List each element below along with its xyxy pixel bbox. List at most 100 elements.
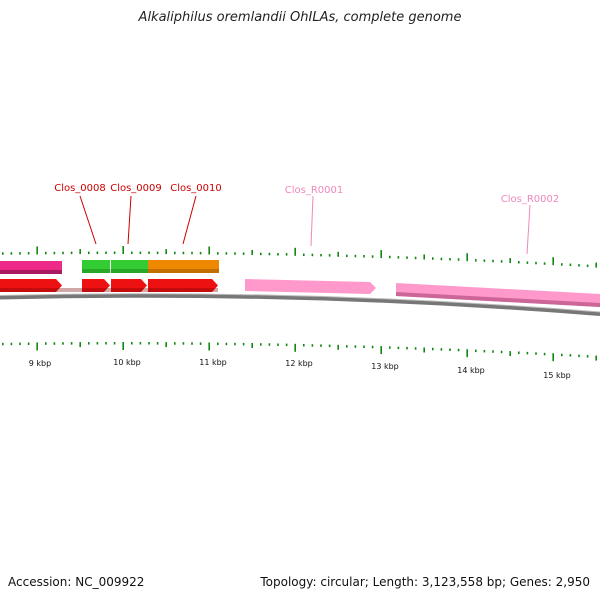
gc-tick	[320, 344, 322, 347]
leader-clos-r0001	[310, 195, 314, 247]
gc-tick	[208, 342, 210, 351]
gc-tick	[113, 251, 116, 254]
gc-tick	[406, 256, 408, 259]
gc-tick	[311, 253, 314, 257]
gc-tick	[79, 342, 81, 348]
gc-tick	[371, 345, 374, 349]
gc-tick	[363, 255, 365, 258]
gc-tick	[337, 251, 339, 257]
gc-tick	[19, 252, 21, 255]
gc-tick	[578, 264, 580, 267]
gc-tick	[139, 342, 142, 345]
gc-tick	[569, 263, 572, 267]
gc-tick	[285, 343, 288, 347]
orange-feature	[148, 260, 219, 273]
label-leaders	[79, 195, 531, 255]
gc-tick	[337, 344, 339, 350]
gc-tick	[268, 252, 271, 256]
gc-tick	[277, 343, 279, 346]
scale-label: 9 kbp	[29, 359, 51, 368]
gc-tick	[242, 252, 245, 255]
genome-summary: Topology: circular; Length: 3,123,558 bp…	[260, 575, 590, 589]
gc-tick	[268, 343, 271, 346]
gc-tick	[208, 246, 210, 255]
gc-tick	[569, 354, 572, 357]
gc-tick	[88, 251, 90, 255]
scale-label: 14 kbp	[457, 366, 485, 375]
gc-tick	[561, 263, 563, 266]
gc-tick	[113, 342, 116, 345]
gc-tick	[380, 250, 382, 259]
gc-tick	[277, 253, 279, 256]
gc-tick	[320, 253, 322, 257]
gc-tick	[457, 258, 460, 261]
gc-tick	[27, 252, 30, 255]
scale-label: 10 kbp	[113, 358, 141, 367]
gc-tick	[492, 350, 494, 353]
gc-tick	[380, 346, 382, 355]
gc-tick	[363, 345, 365, 348]
leader-clos-r0002	[526, 204, 531, 255]
gene-label: Clos_0010	[170, 183, 222, 194]
gc-tick	[260, 343, 262, 346]
gc-tick	[500, 260, 503, 263]
gc-tick	[36, 342, 38, 351]
upper-gc-ticks	[2, 246, 597, 268]
gc-tick	[294, 343, 296, 352]
gc-tick	[371, 255, 374, 258]
gc-tick	[96, 342, 99, 345]
gc-tick	[10, 252, 13, 255]
cds-arrow-clos-0008	[82, 279, 110, 292]
gc-tick	[414, 256, 417, 260]
gc-tick	[225, 342, 228, 346]
gc-tick	[423, 347, 425, 353]
gc-tick	[70, 251, 73, 255]
gc-tick	[466, 349, 468, 358]
cds-arrow-clos-0010	[148, 279, 218, 292]
gc-tick	[552, 353, 554, 362]
gc-tick	[475, 349, 477, 353]
gc-tick	[70, 342, 73, 345]
gc-tick	[311, 344, 314, 347]
gc-tick	[328, 344, 331, 348]
gc-tick	[148, 342, 150, 345]
gc-tick	[397, 346, 400, 350]
gc-tick	[62, 251, 64, 255]
gc-tick	[509, 351, 511, 357]
gc-tick	[45, 342, 47, 345]
gc-tick	[552, 257, 554, 266]
gc-tick	[2, 252, 4, 255]
leader-clos-0008	[79, 195, 97, 245]
gc-tick	[199, 342, 202, 345]
gc-tick	[251, 343, 253, 348]
scale-label: 12 kbp	[285, 359, 313, 368]
gc-tick	[518, 351, 520, 354]
gc-tick	[397, 256, 400, 259]
gc-tick	[543, 262, 546, 265]
gc-tick	[440, 257, 443, 261]
gc-tick	[36, 246, 38, 255]
gc-tick	[543, 352, 546, 356]
gc-tick	[131, 251, 133, 254]
gc-tick	[122, 246, 124, 254]
gc-tick	[586, 355, 589, 358]
gc-tick	[88, 342, 90, 345]
gc-tick	[165, 342, 167, 348]
gc-tick	[79, 249, 81, 255]
map-title: Alkaliphilus oremlandii OhILAs, complete…	[138, 10, 462, 25]
gc-tick	[285, 253, 288, 256]
gc-tick	[406, 346, 408, 350]
gc-tick	[2, 342, 4, 346]
gc-tick	[449, 348, 451, 351]
gc-tick	[242, 342, 245, 346]
gc-tick	[492, 259, 494, 263]
gc-tick	[561, 353, 563, 357]
gc-tick	[432, 347, 434, 351]
cds-arrow	[0, 279, 62, 292]
gc-tick	[389, 255, 391, 259]
gc-tick	[303, 253, 305, 256]
gene-label: Clos_R0001	[285, 185, 344, 196]
gc-tick	[354, 345, 357, 348]
rrna-clos-r0001	[245, 279, 376, 294]
